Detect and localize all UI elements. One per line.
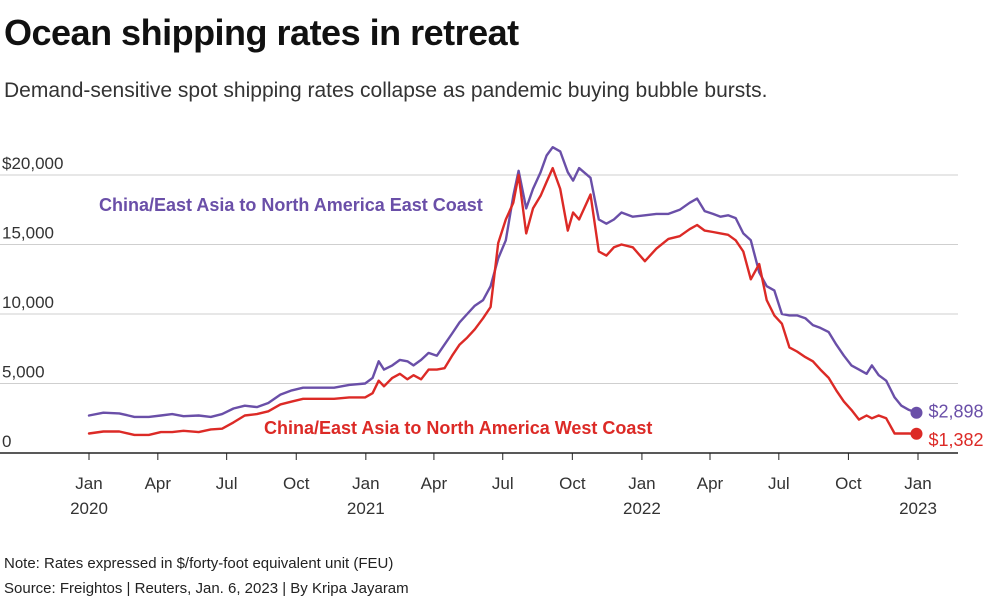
x-tick-year: 2022 <box>623 499 661 518</box>
end-label-west-coast: $1,382 <box>928 430 983 450</box>
chart-source: Source: Freightos | Reuters, Jan. 6, 202… <box>4 580 409 597</box>
x-tick-year: 2021 <box>347 499 385 518</box>
x-tick-label: Jul <box>492 474 514 493</box>
x-tick-label: Jul <box>216 474 238 493</box>
x-tick-label: Apr <box>145 474 172 493</box>
grid-lines <box>0 174 958 454</box>
end-markers: $2,898 $1,382 <box>910 402 984 450</box>
chart-subtitle: Demand-sensitive spot shipping rates col… <box>4 79 768 102</box>
end-marker-west-coast <box>910 427 923 440</box>
x-axis-ticks: Jan 2020 Apr Jul Oct Jan 2021 Apr Jul Oct Jan 2022 A… <box>70 453 937 518</box>
y-tick-label: 15,000 <box>2 224 54 243</box>
series-label-west-coast: China/East Asia to North America West Co… <box>264 418 652 438</box>
x-tick-label: Jul <box>768 474 790 493</box>
series-line-east-coast <box>87 146 918 419</box>
x-tick-year: 2020 <box>70 499 108 518</box>
series-line-west-coast <box>87 166 918 437</box>
x-tick-label: Apr <box>421 474 448 493</box>
x-tick-label: Oct <box>559 474 586 493</box>
x-tick-label: Oct <box>283 474 310 493</box>
x-tick-label: Jan <box>904 474 931 493</box>
y-tick-label: 0 <box>2 432 11 451</box>
chart-title: Ocean shipping rates in retreat <box>4 12 519 53</box>
series-lines <box>87 146 918 437</box>
series-label-east-coast: China/East Asia to North America East Co… <box>99 195 483 215</box>
chart-note: Note: Rates expressed in $/forty-foot eq… <box>4 555 394 572</box>
x-tick-label: Jan <box>628 474 655 493</box>
x-tick-year: 2023 <box>899 499 937 518</box>
y-axis-ticks: 0 5,000 10,000 15,000 $20,000 <box>2 154 63 451</box>
end-marker-east-coast <box>910 406 923 419</box>
x-tick-label: Apr <box>697 474 724 493</box>
y-tick-label: 5,000 <box>2 363 45 382</box>
x-tick-label: Jan <box>352 474 379 493</box>
end-label-east-coast: $2,898 <box>928 402 983 422</box>
x-tick-label: Jan <box>75 474 102 493</box>
y-tick-label: 10,000 <box>2 293 54 312</box>
x-tick-label: Oct <box>835 474 862 493</box>
y-tick-label: $20,000 <box>2 154 63 173</box>
